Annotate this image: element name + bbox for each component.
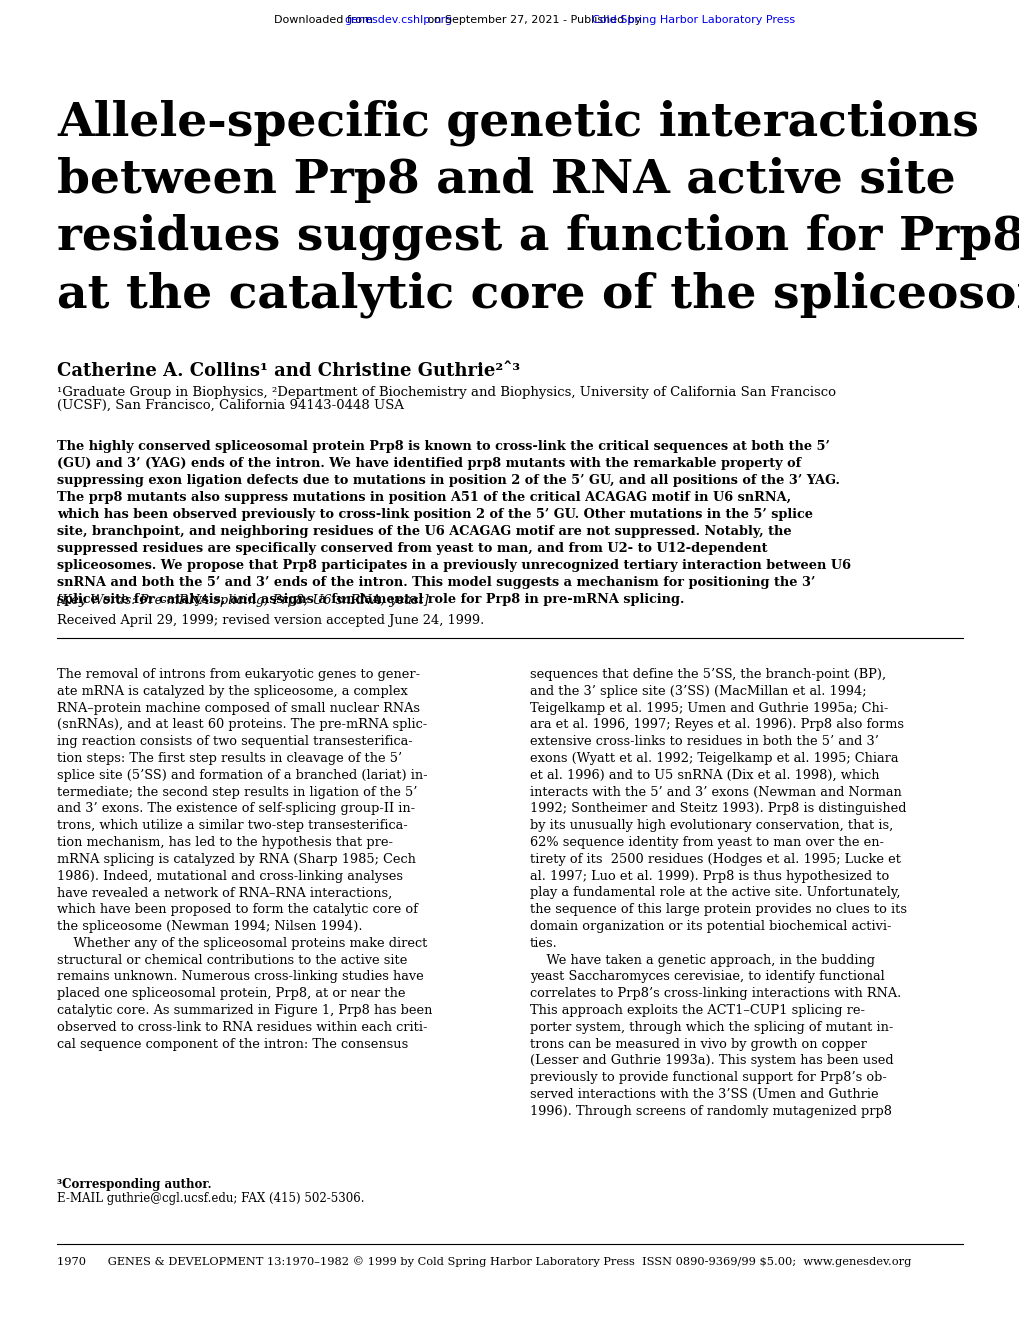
Text: residues suggest a function for Prp8: residues suggest a function for Prp8	[57, 214, 1019, 260]
Text: The removal of introns from eukaryotic genes to gener-
ate mRNA is catalyzed by : The removal of introns from eukaryotic g…	[57, 668, 432, 1051]
Text: ¹Graduate Group in Biophysics, ²Department of Biochemistry and Biophysics, Unive: ¹Graduate Group in Biophysics, ²Departme…	[57, 385, 836, 399]
Text: 1970      GENES & DEVELOPMENT 13:1970–1982 © 1999 by Cold Spring Harbor Laborato: 1970 GENES & DEVELOPMENT 13:1970–1982 © …	[57, 1257, 911, 1267]
Text: E-MAIL guthrie@cgl.ucsf.edu; FAX (415) 502-5306.: E-MAIL guthrie@cgl.ucsf.edu; FAX (415) 5…	[57, 1192, 364, 1205]
Text: Received April 29, 1999; revised version accepted June 24, 1999.: Received April 29, 1999; revised version…	[57, 614, 484, 627]
Text: on September 27, 2021 - Published by: on September 27, 2021 - Published by	[424, 15, 644, 25]
Text: ³Corresponding author.: ³Corresponding author.	[57, 1177, 211, 1191]
Text: genesdev.cshlp.org: genesdev.cshlp.org	[344, 15, 452, 25]
Text: (UCSF), San Francisco, California 94143-0448 USA: (UCSF), San Francisco, California 94143-…	[57, 399, 404, 412]
Text: Downloaded from: Downloaded from	[273, 15, 376, 25]
Text: Allele-specific genetic interactions: Allele-specific genetic interactions	[57, 100, 978, 147]
Text: sequences that define the 5’SS, the branch-point (BP),
and the 3’ splice site (3: sequences that define the 5’SS, the bran…	[530, 668, 906, 1118]
Text: The highly conserved spliceosomal protein Prp8 is known to cross-link the critic: The highly conserved spliceosomal protei…	[57, 440, 850, 606]
Text: between Prp8 and RNA active site: between Prp8 and RNA active site	[57, 157, 955, 203]
Text: at the catalytic core of the spliceosome: at the catalytic core of the spliceosome	[57, 271, 1019, 318]
Text: Cold Spring Harbor Laboratory Press: Cold Spring Harbor Laboratory Press	[591, 15, 794, 25]
Text: Catherine A. Collins¹ and Christine Guthrie²ˆ³: Catherine A. Collins¹ and Christine Guth…	[57, 362, 520, 380]
Text: [Key Words: Pre-mRNA splicing; Prp8; U6 snRNA; yeast]: [Key Words: Pre-mRNA splicing; Prp8; U6 …	[57, 594, 428, 607]
